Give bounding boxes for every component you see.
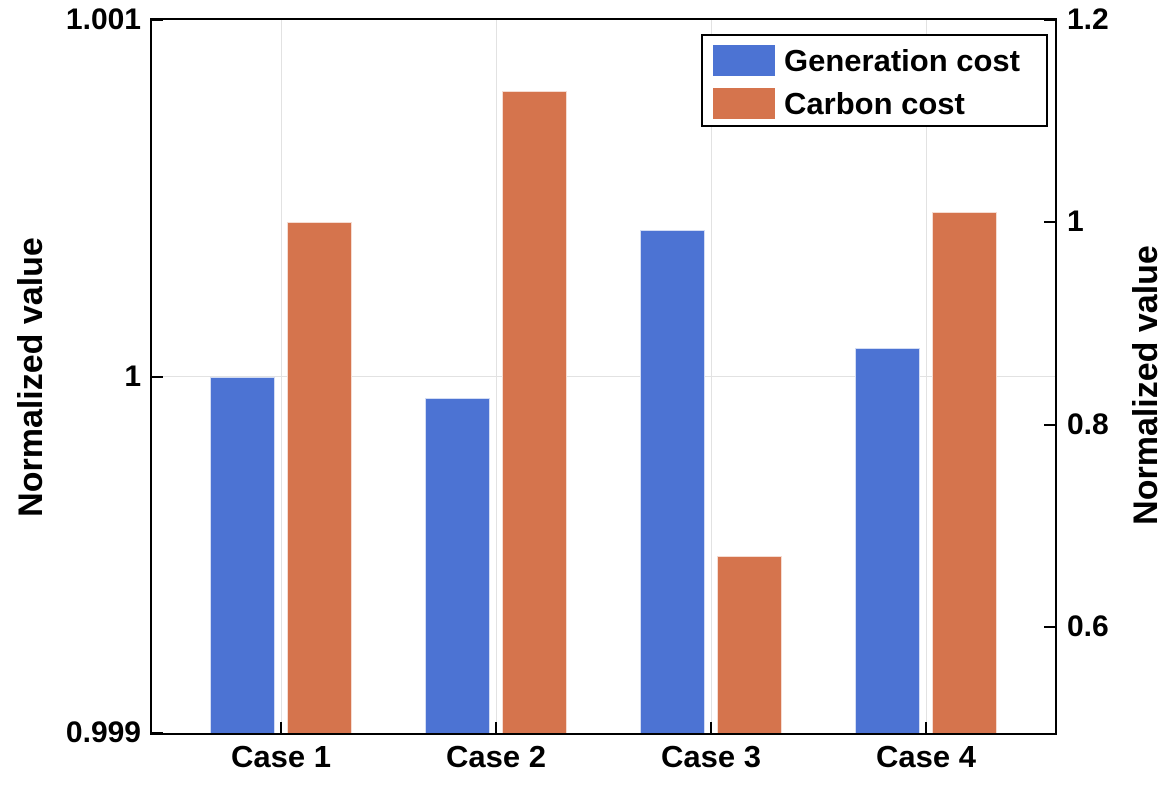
x-axis-tick bbox=[710, 722, 712, 733]
bar-case-1-carbon-cost bbox=[287, 222, 352, 733]
bar-case-3-generation-cost bbox=[640, 230, 705, 733]
plot-area: Generation cost Carbon cost bbox=[150, 18, 1057, 735]
bar-case-1-generation-cost bbox=[210, 376, 275, 733]
x-axis-label-case-4: Case 4 bbox=[876, 739, 976, 774]
x-axis-label-case-2: Case 2 bbox=[446, 739, 546, 774]
legend-entry-carbon-cost: Carbon cost bbox=[708, 82, 1046, 125]
bar-case-2-carbon-cost bbox=[502, 90, 567, 733]
right-axis-tick bbox=[1044, 19, 1055, 21]
right-y-axis-title: Normalized value bbox=[1127, 245, 1165, 525]
left-axis-tick bbox=[152, 375, 163, 378]
legend-label-generation-cost: Generation cost bbox=[784, 43, 1020, 78]
right-axis-tick bbox=[1044, 221, 1055, 224]
legend-swatch-carbon-cost-icon bbox=[713, 88, 775, 119]
x-axis-label-case-1: Case 1 bbox=[231, 739, 331, 774]
left-axis-tick-label: 0.999 bbox=[65, 716, 141, 749]
bar-case-4-carbon-cost bbox=[932, 212, 997, 733]
legend-entry-generation-cost: Generation cost bbox=[708, 39, 1046, 82]
right-axis-tick bbox=[1044, 423, 1055, 426]
right-axis-tick-label: 1 bbox=[1067, 205, 1084, 239]
left-axis-tick-label: 1.001 bbox=[65, 3, 141, 36]
legend: Generation cost Carbon cost bbox=[701, 34, 1048, 127]
x-axis-tick bbox=[925, 722, 927, 733]
legend-swatch-generation-cost-icon bbox=[713, 45, 775, 76]
right-axis-tick bbox=[1044, 625, 1055, 628]
right-axis-tick-label: 1.2 bbox=[1067, 3, 1109, 36]
legend-label-carbon-cost: Carbon cost bbox=[784, 86, 965, 121]
left-axis-tick bbox=[152, 19, 163, 21]
horizontal-gridline bbox=[152, 376, 1055, 377]
right-axis-tick-label: 0.8 bbox=[1067, 407, 1109, 441]
left-axis-tick bbox=[152, 732, 163, 734]
bar-case-3-carbon-cost bbox=[717, 556, 782, 733]
x-axis-label-case-3: Case 3 bbox=[661, 739, 761, 774]
x-axis-tick bbox=[495, 722, 497, 733]
bar-case-4-generation-cost bbox=[855, 347, 920, 733]
left-axis-tick-label: 1 bbox=[124, 359, 141, 393]
left-y-axis-title: Normalized value bbox=[12, 237, 50, 517]
bar-case-2-generation-cost bbox=[425, 397, 490, 733]
right-axis-tick-label: 0.6 bbox=[1067, 609, 1109, 643]
x-axis-tick bbox=[280, 722, 282, 733]
